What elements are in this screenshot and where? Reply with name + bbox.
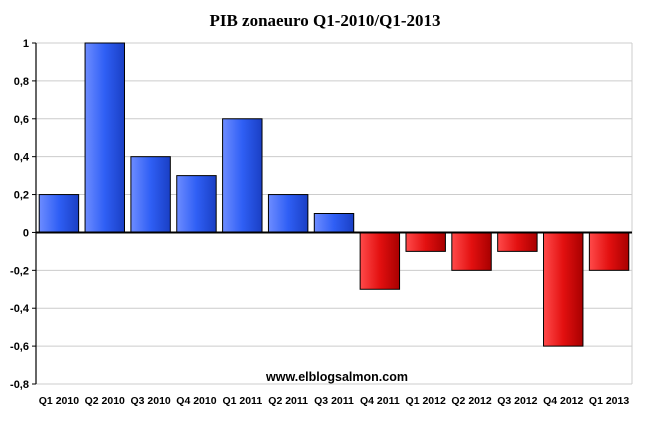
y-tick-label: 0,4 (14, 152, 30, 164)
y-tick-labels: 1 0,8 0,6 0,4 0,2 0 -0,2 -0,4 -0,6 -0,8 (10, 38, 30, 391)
x-tick-label: Q4 2010 (176, 395, 216, 407)
bar-q1-2011 (222, 118, 263, 233)
y-tick-label: -0,2 (10, 265, 29, 277)
bar-q1-2010 (38, 194, 80, 233)
x-tick-label: Q4 2012 (543, 395, 583, 407)
y-tick-label: -0,6 (10, 341, 29, 353)
bar-q2-2011 (267, 194, 309, 233)
bar-q1-2012 (405, 231, 446, 252)
bar-q4-2010 (176, 175, 217, 233)
y-tick-label: -0,8 (10, 379, 29, 391)
x-tick-label: Q3 2012 (497, 395, 537, 407)
x-tick-label: Q2 2011 (268, 395, 308, 407)
x-tick-label: Q1 2010 (39, 395, 79, 407)
bar-q1-2013 (588, 231, 630, 271)
x-tick-label: Q2 2010 (85, 395, 125, 407)
bars (38, 42, 630, 347)
x-tick-label: Q1 2013 (589, 395, 629, 407)
x-tick-labels: Q1 2010 Q2 2010 Q3 2010 Q4 2010 Q1 2011 Q2 20… (39, 395, 630, 407)
x-tick-label: Q3 2010 (130, 395, 170, 407)
y-tick-label: 0,2 (14, 190, 29, 202)
x-tick-label: Q3 2011 (314, 395, 354, 407)
y-tick-label: 1 (23, 38, 29, 50)
bar-q2-2010 (84, 42, 125, 233)
y-tick-label: 0 (23, 227, 29, 239)
bar-q4-2011 (359, 231, 401, 290)
y-tick-label: 0,8 (14, 76, 29, 88)
y-tick-label: -0,4 (10, 303, 30, 315)
chart-title: PIB zonaeuro Q1-2010/Q1-2013 (209, 11, 440, 30)
bar-q4-2012 (543, 231, 584, 347)
watermark-text: www.elblogsalmon.com (265, 370, 408, 384)
x-tick-label: Q4 2011 (360, 395, 400, 407)
bar-q3-2010 (130, 156, 171, 233)
x-tick-label: Q1 2012 (406, 395, 446, 407)
axes (32, 42, 632, 385)
x-tick-label: Q1 2011 (222, 395, 262, 407)
bar-q3-2012 (497, 231, 538, 252)
bar-q2-2012 (451, 231, 492, 271)
x-tick-label: Q2 2012 (451, 395, 491, 407)
y-tick-label: 0,6 (14, 114, 29, 126)
bar-q3-2011 (313, 213, 355, 233)
